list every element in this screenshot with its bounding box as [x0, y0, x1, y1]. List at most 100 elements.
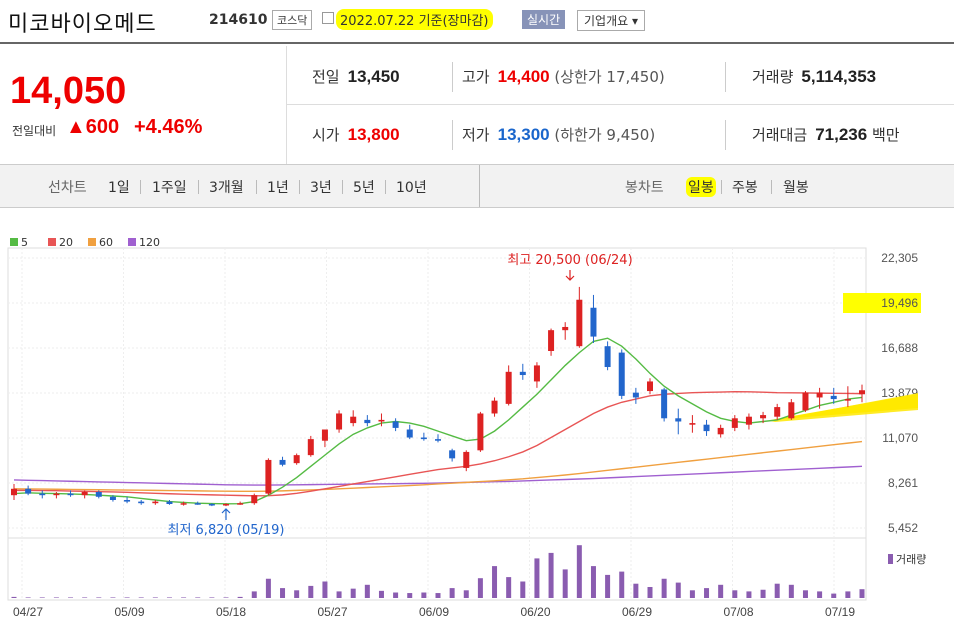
candle-body [788, 402, 795, 419]
volume-bar [661, 578, 667, 598]
candle-body [152, 501, 159, 504]
candle-monthly[interactable]: 월봉 [783, 180, 809, 196]
volume-legend-swatch [888, 554, 893, 564]
candle-body [223, 504, 229, 506]
period-3y[interactable]: 3년 [310, 180, 332, 196]
volume-bar [802, 590, 808, 598]
x-tick-label: 05/18 [216, 605, 246, 619]
candle-body [350, 416, 357, 424]
candle-weekly[interactable]: 주봉 [732, 180, 758, 196]
stats-separator [452, 62, 453, 92]
calendar-icon [322, 12, 334, 24]
volume-bar [350, 588, 356, 598]
volume-bar [477, 578, 483, 598]
y-tick-label: 19,496 [881, 296, 918, 310]
tick-highlight [843, 293, 921, 313]
volume-bar [336, 591, 342, 598]
candle-body [576, 299, 583, 347]
volume-bar [53, 597, 59, 598]
volume-bar [421, 592, 427, 598]
volume-bar [647, 587, 653, 598]
candle-body [109, 496, 116, 500]
volume-bar [774, 583, 780, 598]
candle-body [830, 395, 837, 400]
candle-body [166, 501, 173, 505]
line-chart-label: 선차트 [48, 180, 87, 196]
volume-bar [590, 566, 596, 598]
volume-bar [364, 584, 370, 598]
stat-prev: 전일 13,450 [312, 66, 400, 87]
stock-header: 미코바이오메드 214610 코스닥 2022.07.22 기준(장마감) 실시… [0, 0, 954, 44]
period-1y[interactable]: 1년 [267, 180, 289, 196]
volume-bar [576, 545, 582, 598]
stat-value: 71,236 [815, 125, 868, 144]
stats-separator [452, 120, 453, 150]
x-tick-label: 06/09 [419, 605, 449, 619]
candle-body [519, 371, 526, 376]
stat-sub: (하한가 9,450) [554, 126, 656, 144]
candle-body [844, 399, 851, 401]
volume-bar [859, 589, 865, 598]
volume-bar [548, 552, 554, 598]
candle-daily[interactable]: 일봉 [686, 177, 716, 197]
stat-low: 저가 13,300 (하한가 9,450) [462, 124, 655, 145]
candle-body [760, 415, 767, 419]
legend-label: 120 [139, 236, 160, 249]
legend-swatch [48, 238, 56, 246]
candle-body [378, 419, 385, 422]
period-1w[interactable]: 1주일 [152, 180, 187, 196]
period-10y[interactable]: 10년 [396, 180, 427, 196]
stat-unit: 백만 [871, 126, 900, 144]
volume-bar [675, 582, 681, 598]
volume-bar [435, 593, 441, 598]
candle-body [95, 491, 102, 497]
period-5y[interactable]: 5년 [353, 180, 375, 196]
candle-body [816, 392, 823, 398]
stat-amount: 거래대금 71,236 백만 [752, 124, 900, 145]
toolbar-separator [342, 180, 343, 194]
stat-high: 고가 14,400 (상한가 17,450) [462, 66, 665, 87]
candle-body [208, 504, 215, 506]
x-tick-label: 05/27 [317, 605, 347, 619]
candlestick-chart: 22,30519,49616,68813,87911,0708,2615,452… [7, 236, 926, 619]
toolbar-divider [479, 165, 480, 207]
candle-body [279, 459, 286, 465]
y-tick-label: 8,261 [888, 476, 918, 490]
candle-body [717, 427, 724, 435]
candle-body [67, 493, 74, 496]
volume-bar [492, 566, 498, 598]
stat-label: 저가 [462, 126, 490, 144]
candle-body [859, 390, 865, 395]
volume-bar [152, 597, 158, 598]
realtime-button[interactable]: 실시간 [522, 10, 566, 29]
stock-name: 미코바이오메드 [8, 12, 157, 37]
price-change-pct: +4.46% [134, 116, 203, 138]
volume-bar [788, 584, 794, 598]
candle-body [124, 499, 131, 502]
candle-body [81, 491, 88, 496]
stats-separator [725, 62, 726, 92]
y-tick-label: 22,305 [881, 251, 918, 265]
volume-bar [534, 558, 540, 598]
candle-body [420, 437, 427, 440]
company-info-dropdown[interactable]: 기업개요 ▾ [577, 10, 645, 31]
stat-volume: 거래량 5,114,353 [752, 66, 876, 87]
candle-body [675, 418, 682, 422]
toolbar-separator [721, 180, 722, 194]
volume-bar [138, 597, 144, 598]
candle-body [39, 493, 46, 496]
base-date: 2022.07.22 기준(장마감) [336, 9, 493, 30]
toolbar-separator [771, 180, 772, 194]
candle-body [590, 307, 597, 337]
legend-swatch [128, 238, 136, 246]
candle-body [293, 455, 300, 464]
period-3m[interactable]: 3개월 [209, 180, 244, 196]
candle-body [435, 439, 441, 441]
low-arrow [221, 508, 231, 520]
stats-divider [287, 104, 954, 105]
volume-bar [181, 597, 187, 598]
period-1d[interactable]: 1일 [108, 180, 130, 196]
x-tick-label: 05/09 [114, 605, 144, 619]
y-tick-label: 16,688 [881, 341, 918, 355]
candle-body [689, 423, 696, 425]
